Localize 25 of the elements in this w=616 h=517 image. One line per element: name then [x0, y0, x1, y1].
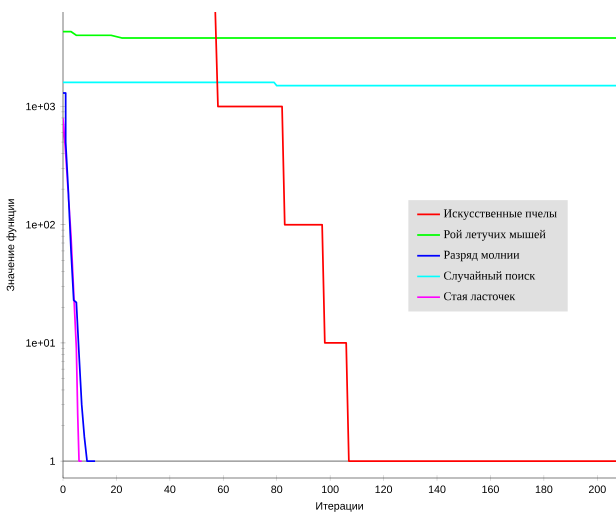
x-tick-label: 40 [164, 486, 176, 494]
legend-label: Разряд молнии [444, 250, 520, 262]
x-tick-label: 200 [588, 486, 606, 494]
x-tick-label: 80 [271, 486, 282, 494]
x-tick-label: 60 [218, 486, 229, 494]
x-tick-label: 100 [322, 486, 339, 494]
legend-label: Случайный поиск [444, 271, 536, 282]
y-tick-label: 1e+03 [26, 102, 55, 110]
legend-label: Стая ласточек [444, 292, 516, 300]
line-series [214, 12, 616, 462]
x-axis-title: Итерации [316, 502, 363, 512]
y-tick-label: 1e+02 [26, 220, 55, 228]
y-tick-label: 1e+01 [26, 339, 55, 347]
y-axis-title: Значение функции [6, 199, 16, 292]
legend-label: Рой летучих мышей [444, 230, 546, 241]
x-tick-label: 180 [536, 486, 552, 494]
x-tick-label: 120 [376, 486, 392, 494]
y-tick-label: 1 [50, 457, 55, 465]
x-tick-label: 0 [60, 486, 66, 494]
legend-label: Искусственные пчелы [444, 209, 557, 220]
x-tick-label: 160 [482, 486, 499, 494]
line-series [63, 92, 96, 462]
line-series [63, 117, 83, 462]
x-tick-label: 20 [111, 486, 122, 494]
x-tick-label: 140 [428, 486, 446, 494]
